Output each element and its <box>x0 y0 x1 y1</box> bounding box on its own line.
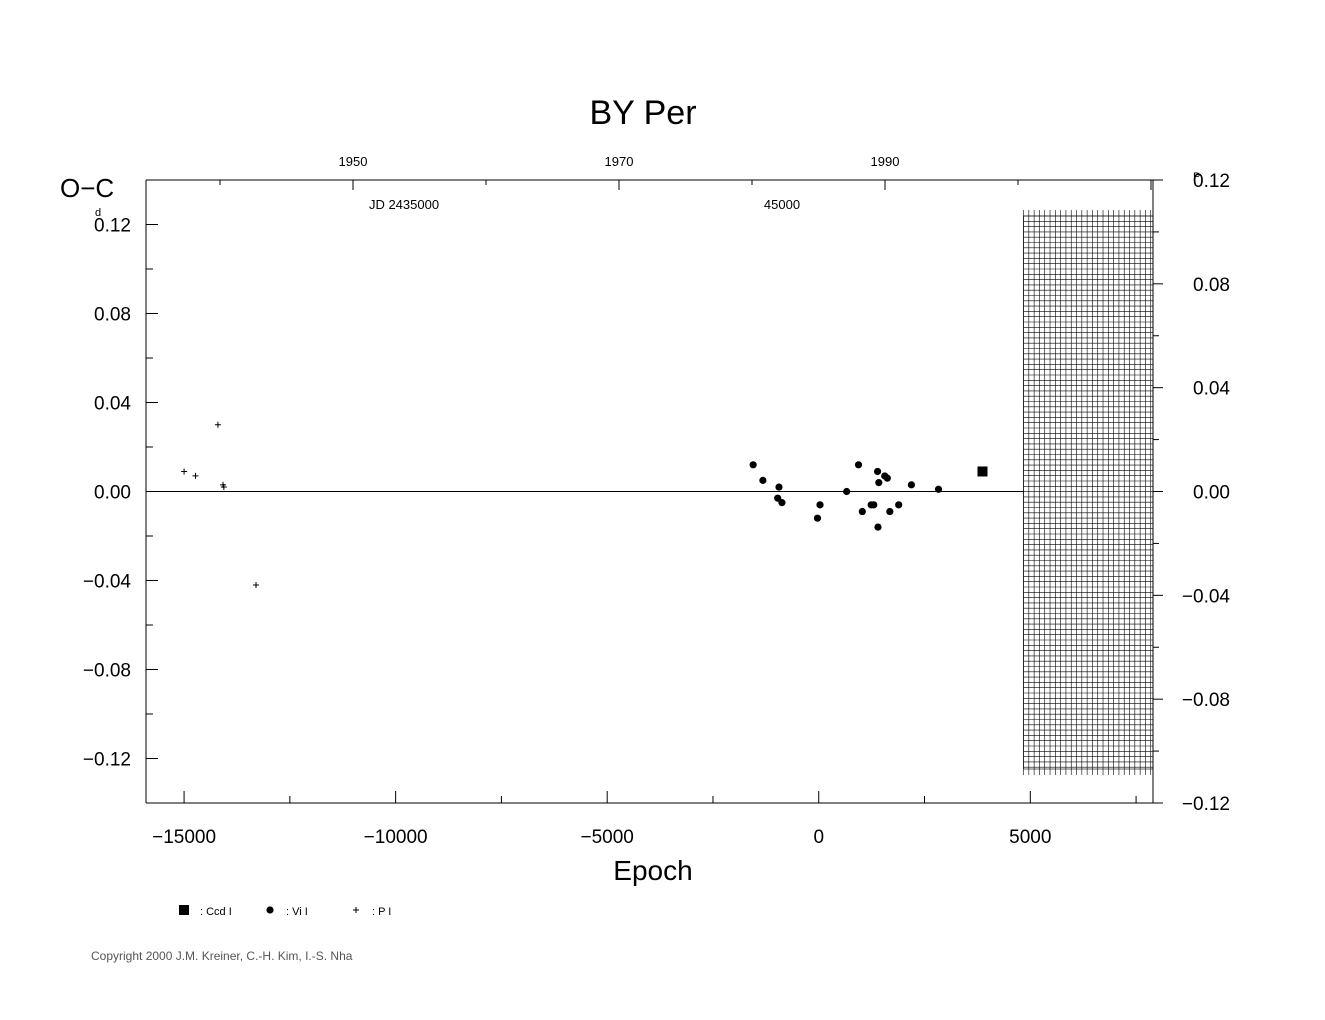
plus-data-point <box>181 468 188 475</box>
y-tick-label: −0.08 <box>83 661 131 682</box>
plus-data-point <box>220 484 227 491</box>
hatched-region-border <box>1023 215 1154 770</box>
circle-data-point <box>883 474 891 482</box>
circle-data-point <box>870 501 878 509</box>
jd-label: 45000 <box>764 197 800 212</box>
legend-marker-circle <box>266 906 274 914</box>
y-unit-right: P <box>1193 171 1200 183</box>
legend-label: : P I <box>372 906 391 918</box>
circle-data-point <box>778 499 786 507</box>
y-tick-label: 0.08 <box>94 305 131 326</box>
circle-data-point <box>775 483 783 491</box>
year-tick-label: 1990 <box>871 154 900 169</box>
circle-data-point <box>875 479 883 487</box>
y-tick-label: 0.12 <box>94 216 131 237</box>
legend: : Ccd I : Vi I : P I <box>179 905 391 918</box>
circle-data-point <box>873 467 882 476</box>
plus-data-point <box>253 581 260 588</box>
copyright-notice: Copyright 2000 J.M. Kreiner, C.-H. Kim, … <box>91 949 353 963</box>
legend-marker-square <box>179 905 189 915</box>
circle-data-point <box>858 507 866 516</box>
circle-data-point <box>907 481 916 489</box>
circle-data-point <box>843 487 851 496</box>
circle-data-point <box>816 501 824 509</box>
x-axis-label: Epoch <box>613 855 692 886</box>
circle-data-point <box>759 476 767 484</box>
y-tick-label: 0.00 <box>94 483 131 504</box>
right-y-tick-label: 0.00 <box>1193 483 1230 504</box>
right-y-tick-label: −0.08 <box>1182 690 1230 711</box>
circle-data-point <box>854 461 863 469</box>
x-tick-label: −10000 <box>364 827 428 848</box>
plus-data-point <box>192 472 199 479</box>
legend-label: : Ccd I <box>200 906 232 918</box>
year-tick-label: 1950 <box>339 154 368 169</box>
right-y-tick-label: −0.04 <box>1182 586 1231 607</box>
legend-label: : Vi I <box>286 906 308 918</box>
plus-data-point <box>214 421 221 428</box>
square-data-point <box>977 466 988 477</box>
circle-data-point <box>874 523 882 531</box>
year-tick-label: 1970 <box>605 154 634 169</box>
x-tick-label: 5000 <box>1009 827 1051 848</box>
right-y-tick-label: −0.12 <box>1182 794 1230 815</box>
circle-data-point <box>749 461 757 469</box>
jd-label: JD 2435000 <box>369 197 439 212</box>
circle-data-point <box>934 485 943 493</box>
hatched-region <box>1023 210 1154 775</box>
chart-title: BY Per <box>589 94 696 132</box>
plot-axes <box>145 179 1163 804</box>
data-points <box>181 421 988 588</box>
right-y-tick-label: 0.08 <box>1193 275 1230 296</box>
y-tick-label: 0.04 <box>94 394 131 415</box>
right-y-tick-label: 0.04 <box>1193 379 1230 400</box>
y-axis-label: O−C <box>60 173 114 203</box>
x-tick-label: −15000 <box>152 827 216 848</box>
x-tick-label: −5000 <box>581 827 634 848</box>
legend-marker-plus <box>353 907 359 913</box>
tick-labels: −15000 −10000 −5000 0 5000 0.12 0.08 0.04 0.00 −0… <box>83 154 1231 848</box>
circle-data-point <box>895 501 903 509</box>
circle-data-point <box>886 507 894 516</box>
y-tick-label: −0.04 <box>83 572 132 593</box>
y-unit-left: d <box>95 207 101 219</box>
y-tick-label: −0.12 <box>83 750 131 771</box>
x-tick-label: 0 <box>813 827 824 848</box>
right-y-tick-label: 0.12 <box>1193 171 1230 192</box>
circle-data-point <box>813 514 822 522</box>
